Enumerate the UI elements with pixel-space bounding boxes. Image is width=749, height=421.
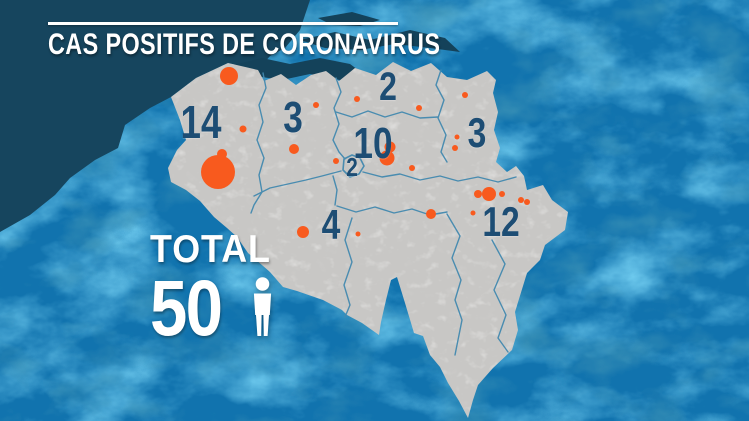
province-borders xyxy=(250,69,517,356)
province-border xyxy=(491,239,509,353)
case-dot xyxy=(220,67,238,85)
sea xyxy=(0,0,310,232)
total-label: TOTAL xyxy=(150,228,271,271)
case-dot xyxy=(426,209,436,219)
case-dot xyxy=(470,210,476,216)
case-dot xyxy=(452,145,458,151)
page-title: CAS POSITIFS DE CORONAVIRUS xyxy=(48,28,441,61)
province-border xyxy=(253,170,342,197)
case-dot xyxy=(355,231,361,237)
province-border xyxy=(332,175,338,206)
case-dot xyxy=(354,96,360,102)
case-dots-layer xyxy=(201,67,530,238)
case-dot xyxy=(333,158,339,164)
province-border xyxy=(335,110,439,119)
title-rule xyxy=(48,22,398,25)
case-dot xyxy=(499,191,505,197)
province-border xyxy=(343,217,353,318)
province-border xyxy=(250,72,267,214)
total-block: TOTAL 50 xyxy=(150,228,281,353)
case-dot xyxy=(474,190,482,198)
person-icon xyxy=(253,277,271,336)
case-dot xyxy=(409,165,415,171)
title-banner: CAS POSITIFS DE CORONAVIRUS xyxy=(48,22,551,61)
case-dot xyxy=(384,141,396,153)
case-dot xyxy=(313,102,319,108)
case-dot xyxy=(454,134,460,140)
province-border xyxy=(362,171,517,183)
province-border xyxy=(332,77,346,160)
case-dot xyxy=(482,187,496,201)
province-border xyxy=(435,69,448,163)
case-dot xyxy=(201,155,235,189)
estuary-channel xyxy=(300,30,460,52)
case-dot xyxy=(379,150,395,166)
case-dot xyxy=(297,226,309,238)
case-dot xyxy=(524,199,530,205)
brussels-region-outline xyxy=(342,154,365,178)
case-dot xyxy=(239,125,247,133)
case-dot xyxy=(289,144,299,154)
total-value: 50 xyxy=(150,263,223,353)
case-dot xyxy=(416,105,422,111)
province-border xyxy=(446,213,463,356)
case-dot xyxy=(518,197,524,203)
case-dot xyxy=(462,92,468,98)
